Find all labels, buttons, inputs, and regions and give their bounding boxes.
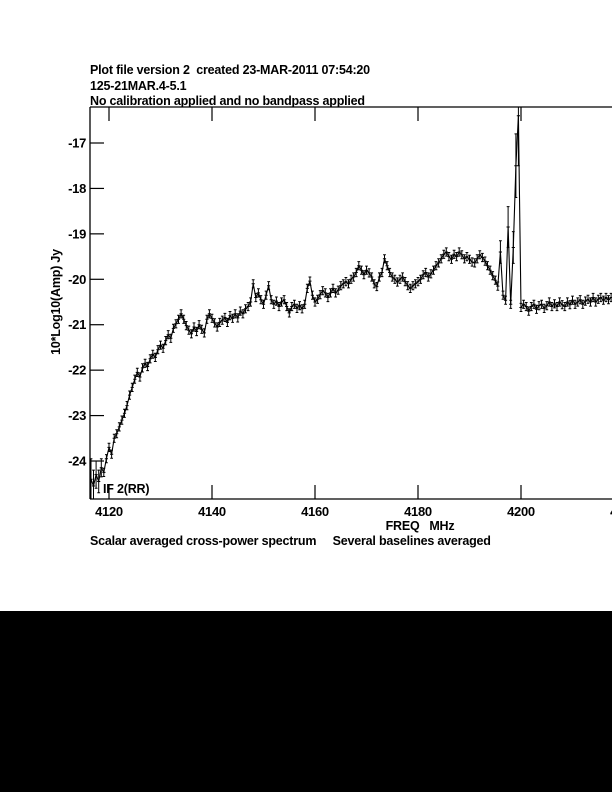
- svg-text:4200: 4200: [507, 504, 535, 519]
- svg-text:-21: -21: [68, 317, 86, 332]
- x-axis-ticks: 4120 4140 4160 4180 4200 4220: [95, 107, 612, 519]
- y-axis-title: 10*Log10(Amp) Jy: [49, 249, 63, 355]
- x-axis-title: FREQ MHz: [385, 519, 455, 533]
- plot-header-line2: 125-21MAR.4-5.1: [90, 79, 187, 93]
- y-axis-ticks: -17 -18 -19 -20 -21 -22 -23 -24: [68, 136, 104, 469]
- footer-black-band: [0, 611, 612, 792]
- if-label: IF 2(RR): [103, 482, 150, 496]
- bottom-caption: Scalar averaged cross-power spectrum Sev…: [90, 534, 491, 548]
- svg-text:-17: -17: [68, 136, 86, 151]
- svg-text:4220: 4220: [610, 504, 612, 519]
- svg-text:-18: -18: [68, 181, 86, 196]
- svg-text:-19: -19: [68, 226, 86, 241]
- plot-header-line3: No calibration applied and no bandpass a…: [90, 94, 365, 108]
- svg-text:-23: -23: [68, 408, 86, 423]
- svg-text:4160: 4160: [301, 504, 329, 519]
- svg-text:4140: 4140: [198, 504, 226, 519]
- svg-text:-20: -20: [68, 272, 86, 287]
- svg-text:4120: 4120: [95, 504, 123, 519]
- svg-text:-22: -22: [68, 363, 86, 378]
- plot-border: [89, 106, 612, 500]
- plot-header-line1: Plot file version 2 created 23-MAR-2011 …: [90, 63, 370, 77]
- spectrum-chart: 4120 4140 4160 4180 4200 4220 -17 -18 -19 -20 -21…: [68, 106, 612, 519]
- svg-text:4180: 4180: [404, 504, 432, 519]
- svg-text:-24: -24: [68, 454, 87, 469]
- data-series: [90, 107, 612, 499]
